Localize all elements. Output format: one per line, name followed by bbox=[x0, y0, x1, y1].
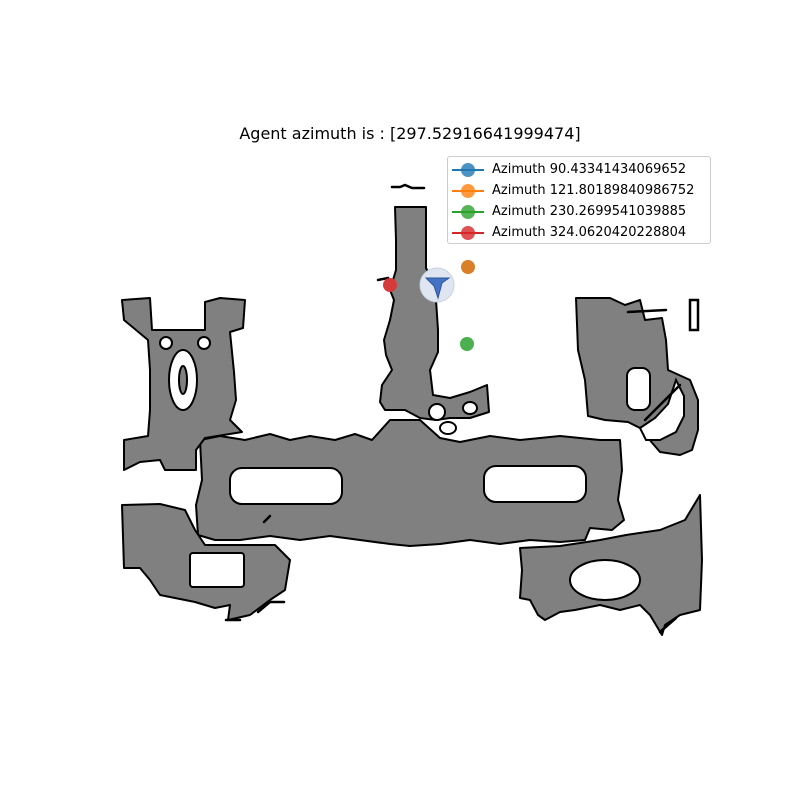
hole-east-room bbox=[626, 367, 651, 411]
legend-item: Azimuth 324.0620420228804 bbox=[452, 222, 710, 243]
legend-label: Azimuth 324.0620420228804 bbox=[492, 225, 687, 240]
legend-label: Azimuth 121.80189840986752 bbox=[492, 183, 695, 198]
arrow-icon bbox=[424, 277, 451, 300]
legend-label: Azimuth 90.43341434069652 bbox=[492, 162, 687, 177]
hole-east-corridor bbox=[638, 377, 685, 441]
legend-item: Azimuth 121.80189840986752 bbox=[452, 180, 710, 201]
hole-shaft-a bbox=[428, 403, 446, 421]
wall-fragment-top bbox=[390, 183, 426, 190]
hole-hall-west bbox=[229, 467, 343, 505]
legend-label: Azimuth 230.2699541039885 bbox=[492, 204, 687, 219]
plot-title: Agent azimuth is : [297.52916641999474] bbox=[239, 124, 581, 143]
wall-fragment-east-right bbox=[688, 298, 700, 332]
wall-fragments bbox=[224, 183, 700, 634]
wall-fragment-hall-tick bbox=[262, 514, 272, 524]
wall-fragment-east-top bbox=[626, 308, 668, 314]
hole-shaft-b bbox=[462, 401, 478, 415]
floor-region-north-shaft bbox=[379, 206, 490, 421]
azimuth-marker-324 bbox=[383, 278, 397, 292]
azimuth-marker-121 bbox=[461, 260, 475, 274]
azimuth-marker-230 bbox=[460, 337, 474, 351]
hole-shaft-c bbox=[439, 421, 457, 435]
legend-swatch bbox=[452, 162, 484, 177]
hole-hall-east bbox=[483, 465, 587, 503]
legend-item: Azimuth 90.43341434069652 bbox=[452, 159, 710, 180]
legend-swatch bbox=[452, 204, 484, 219]
wall-fragment-southeast bbox=[658, 616, 678, 634]
hole-east-lower bbox=[569, 559, 641, 601]
floor-region-main-hall bbox=[195, 419, 625, 547]
hole-west-small-b bbox=[197, 336, 211, 350]
wall-fragment-south-west-b bbox=[256, 600, 286, 614]
legend: Azimuth 90.43341434069652 Azimuth 121.80… bbox=[447, 156, 711, 244]
legend-item: Azimuth 230.2699541039885 bbox=[452, 201, 710, 222]
legend-swatch bbox=[452, 183, 484, 198]
hole-west-ring-inner bbox=[178, 365, 188, 395]
map-holes bbox=[159, 336, 685, 601]
hole-west-small-a bbox=[159, 336, 173, 350]
hole-west-lower bbox=[189, 552, 245, 588]
legend-swatch bbox=[452, 225, 484, 240]
wall-fragment-east-bar bbox=[643, 383, 682, 422]
